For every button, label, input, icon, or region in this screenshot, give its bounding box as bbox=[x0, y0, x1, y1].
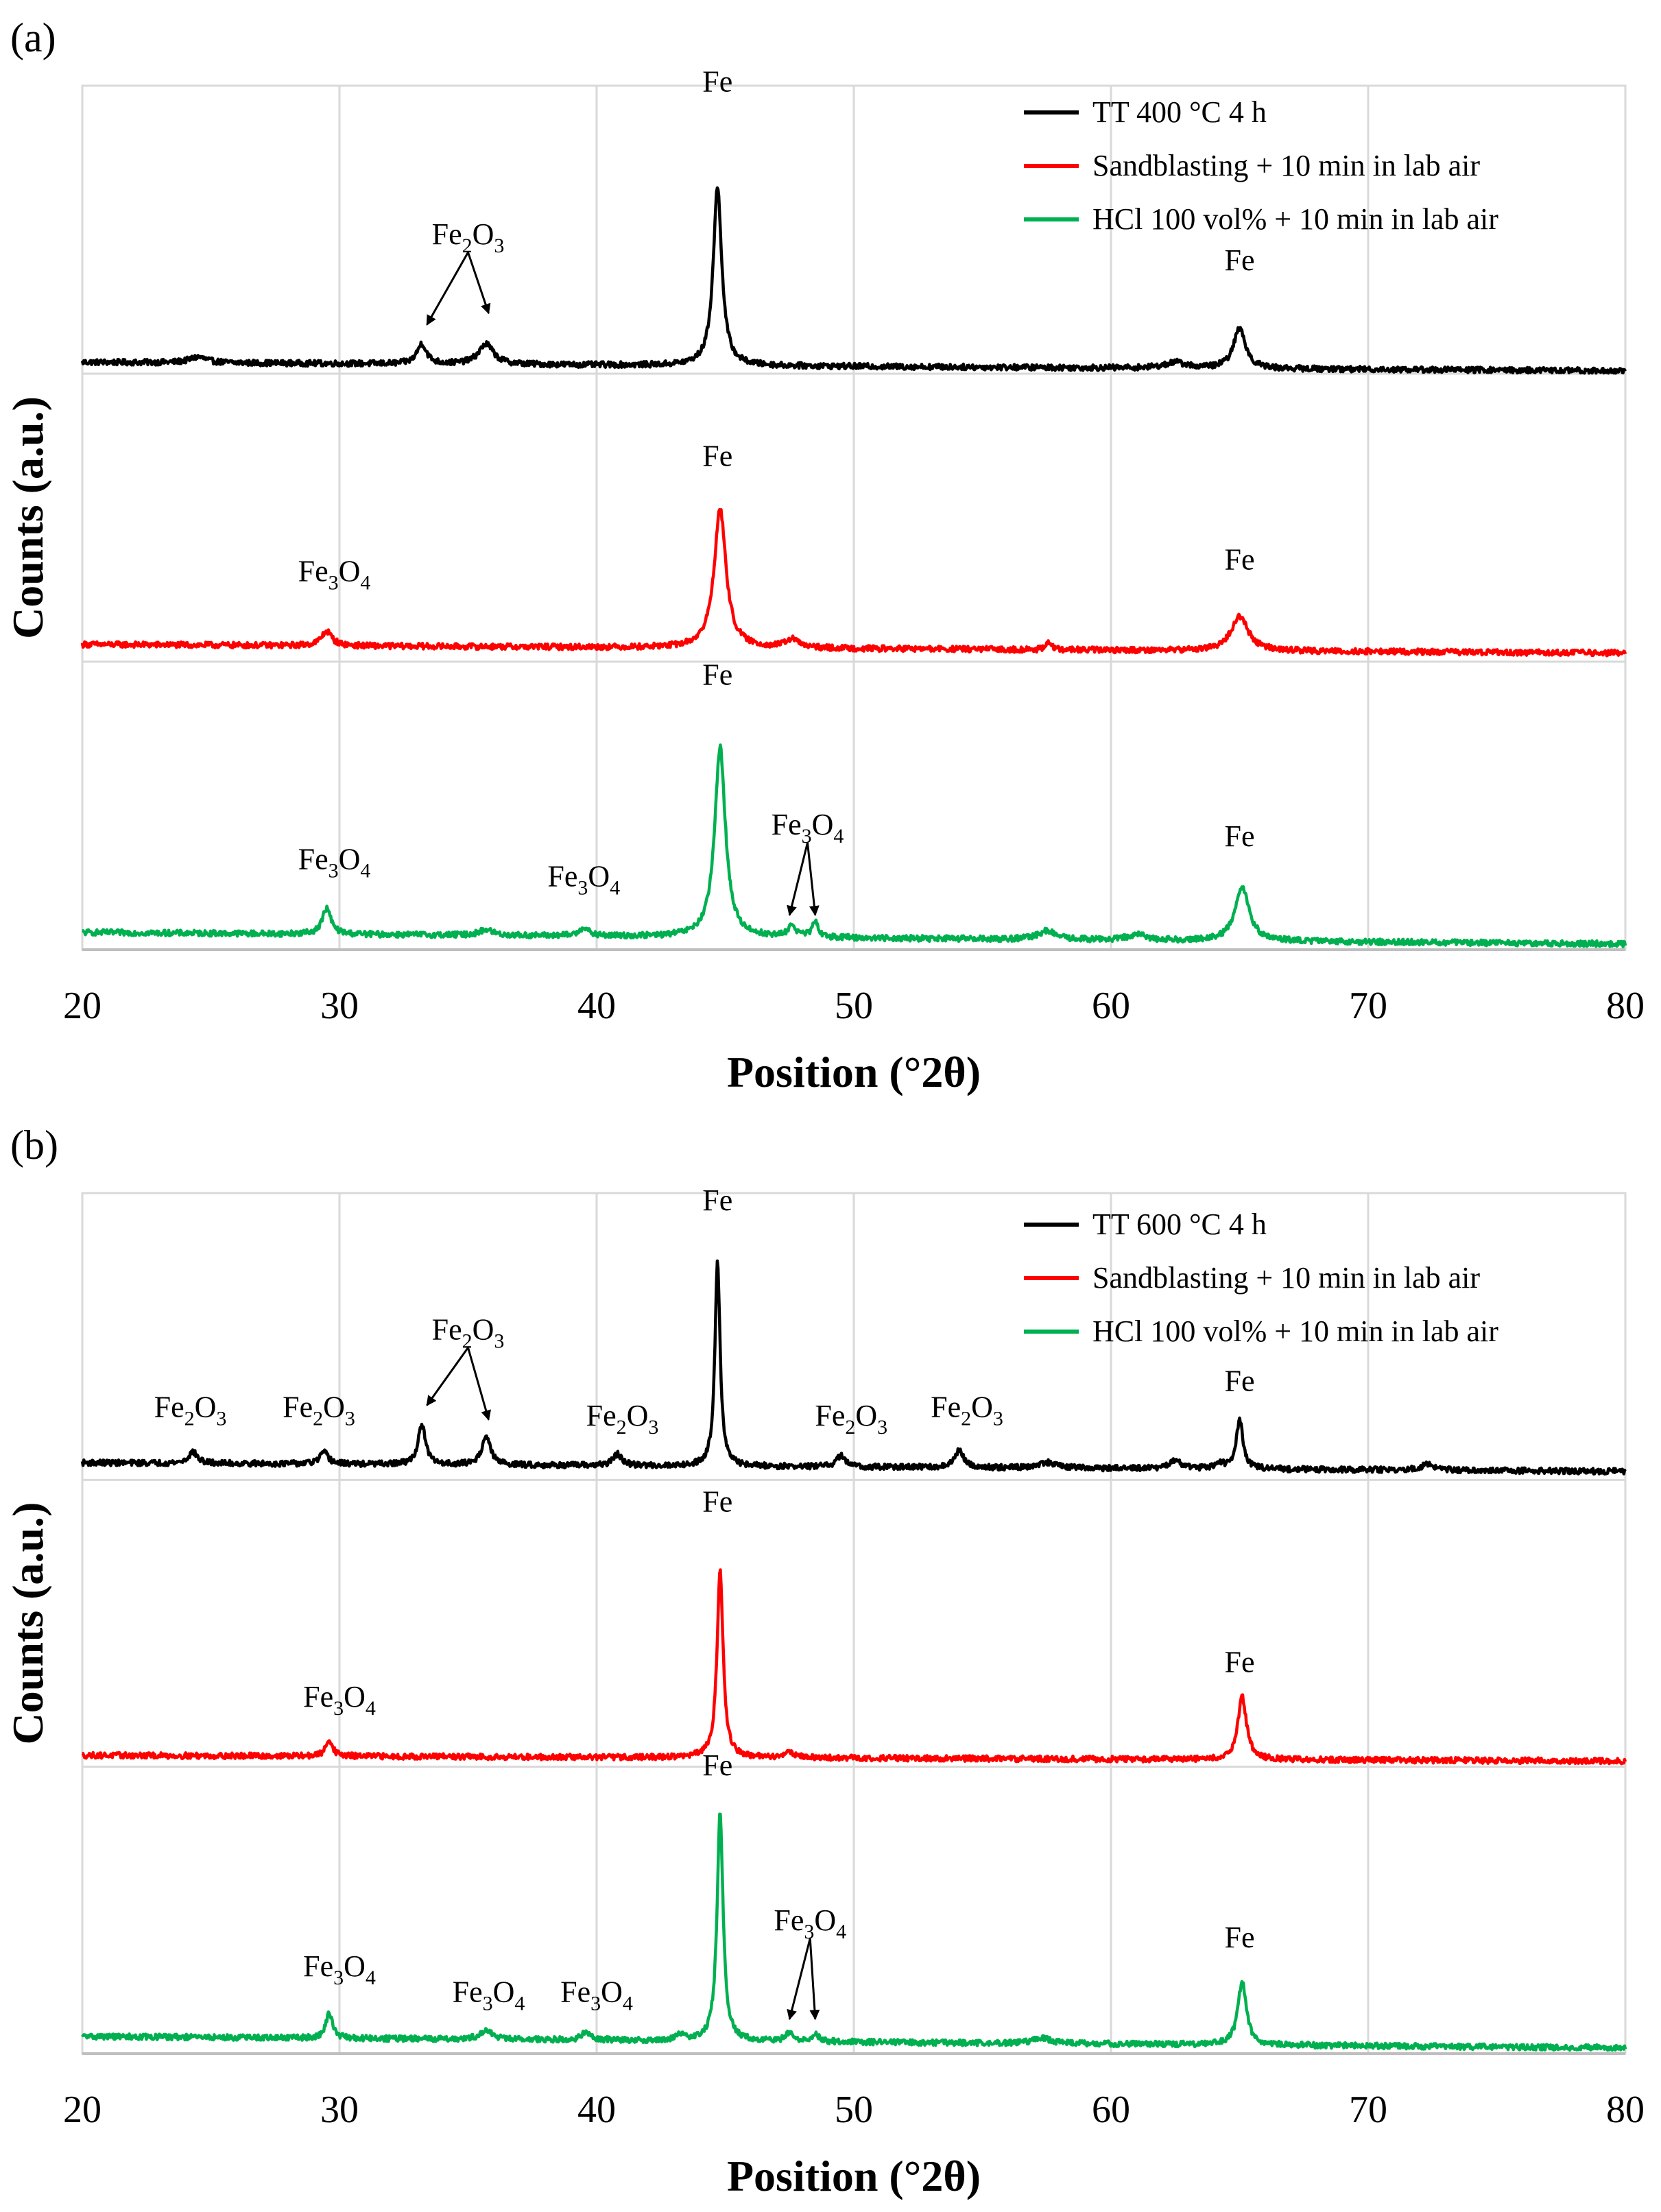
panel-a: Fe Fe Fe2O3 Fe Fe Fe3O4 Fe Fe Fe3O4 Fe3O4 Fe3O4 20 3… bbox=[3, 15, 1645, 1096]
peak-label: Fe3O4 bbox=[303, 1680, 376, 1720]
series-line-sandblasting bbox=[80, 507, 1627, 658]
x-axis-title: Position (°2θ) bbox=[727, 2152, 981, 2200]
x-tick-label: 40 bbox=[577, 985, 616, 1027]
peak-label: Fe3O4 bbox=[298, 842, 371, 882]
peak-arrow bbox=[467, 252, 491, 315]
x-tick-label: 50 bbox=[835, 2089, 873, 2131]
y-axis-title: Counts (a.u.) bbox=[3, 396, 52, 639]
peak-label: Fe bbox=[702, 658, 732, 692]
legend-entry: TT 400 °C 4 h bbox=[1092, 95, 1267, 129]
peak-arrow bbox=[787, 1938, 811, 2021]
x-tick-label: 80 bbox=[1606, 2089, 1645, 2131]
peak-label: Fe bbox=[1225, 819, 1255, 853]
peak-label: Fe bbox=[1225, 1921, 1255, 1954]
peak-label: Fe bbox=[1225, 243, 1255, 277]
peak-arrow bbox=[806, 842, 820, 917]
legend: TT 600 °C 4 h Sandblasting + 10 min in la… bbox=[1024, 1207, 1498, 1348]
peak-label: Fe bbox=[702, 1183, 732, 1217]
peak-label: Fe3O4 bbox=[774, 1903, 846, 1943]
peak-label: Fe3O4 bbox=[772, 808, 844, 847]
y-axis-title: Counts (a.u.) bbox=[3, 1502, 52, 1745]
peak-label: Fe bbox=[702, 1748, 732, 1782]
series-line-hcl bbox=[81, 743, 1627, 948]
peak-label: Fe3O4 bbox=[453, 1975, 525, 2015]
peak-label: Fe2O3 bbox=[283, 1390, 355, 1430]
panel-label: (a) bbox=[10, 15, 56, 60]
panel-label: (b) bbox=[10, 1122, 58, 1168]
legend-entry: Sandblasting + 10 min in lab air bbox=[1092, 149, 1480, 182]
peak-arrow bbox=[467, 1347, 492, 1421]
series-line-sandblasting bbox=[81, 1568, 1627, 1766]
peak-label: Fe2O3 bbox=[931, 1390, 1003, 1430]
peak-label: Fe2O3 bbox=[154, 1390, 227, 1430]
x-tick-label: 80 bbox=[1606, 985, 1645, 1027]
x-tick-label: 40 bbox=[577, 2089, 616, 2131]
series-line-heat-treated bbox=[80, 1259, 1627, 1476]
peak-label: Fe bbox=[702, 1484, 732, 1518]
peak-label: Fe3O4 bbox=[547, 860, 620, 900]
peak-arrow bbox=[426, 1347, 469, 1406]
x-tick-label: 20 bbox=[63, 2089, 101, 2131]
peak-label: Fe3O4 bbox=[298, 554, 371, 594]
peak-arrow bbox=[426, 252, 469, 326]
peak-label: Fe2O3 bbox=[586, 1399, 659, 1439]
series-line-hcl bbox=[81, 1812, 1627, 2052]
peak-label: Fe bbox=[1225, 1365, 1255, 1398]
x-tick-label: 30 bbox=[320, 985, 359, 1027]
peak-label: Fe2O3 bbox=[432, 1312, 505, 1352]
x-axis-title: Position (°2θ) bbox=[727, 1048, 981, 1096]
peak-label: Fe bbox=[702, 439, 732, 472]
legend-entry: HCl 100 vol% + 10 min in lab air bbox=[1092, 202, 1498, 236]
legend: TT 400 °C 4 h Sandblasting + 10 min in la… bbox=[1024, 95, 1498, 236]
x-tick-label: 20 bbox=[63, 985, 101, 1027]
peak-arrow bbox=[809, 1938, 820, 2021]
peak-label: Fe2O3 bbox=[815, 1399, 887, 1439]
x-tick-label: 50 bbox=[835, 985, 873, 1027]
peak-label: Fe bbox=[1225, 1646, 1255, 1679]
peak-arrow bbox=[787, 842, 809, 917]
peak-label: Fe3O4 bbox=[560, 1975, 633, 2015]
panel-b: Fe Fe Fe2O3 Fe2O3 Fe2O3 Fe2O3 Fe2O3 Fe2O3 Fe Fe Fe… bbox=[3, 1122, 1645, 2200]
series-line-heat-treated bbox=[80, 186, 1627, 375]
x-tick-label: 70 bbox=[1349, 2089, 1387, 2131]
x-tick-label: 30 bbox=[320, 2089, 359, 2131]
peak-label: Fe2O3 bbox=[432, 217, 505, 257]
legend-entry: Sandblasting + 10 min in lab air bbox=[1092, 1261, 1480, 1295]
x-tick-label: 60 bbox=[1092, 2089, 1130, 2131]
peak-label: Fe3O4 bbox=[303, 1949, 376, 1989]
peak-label: Fe bbox=[1225, 543, 1255, 577]
x-tick-label: 60 bbox=[1092, 985, 1130, 1027]
legend-entry: HCl 100 vol% + 10 min in lab air bbox=[1092, 1314, 1498, 1348]
x-tick-label: 70 bbox=[1349, 985, 1387, 1027]
legend-entry: TT 600 °C 4 h bbox=[1092, 1207, 1267, 1241]
peak-label: Fe bbox=[702, 64, 732, 98]
